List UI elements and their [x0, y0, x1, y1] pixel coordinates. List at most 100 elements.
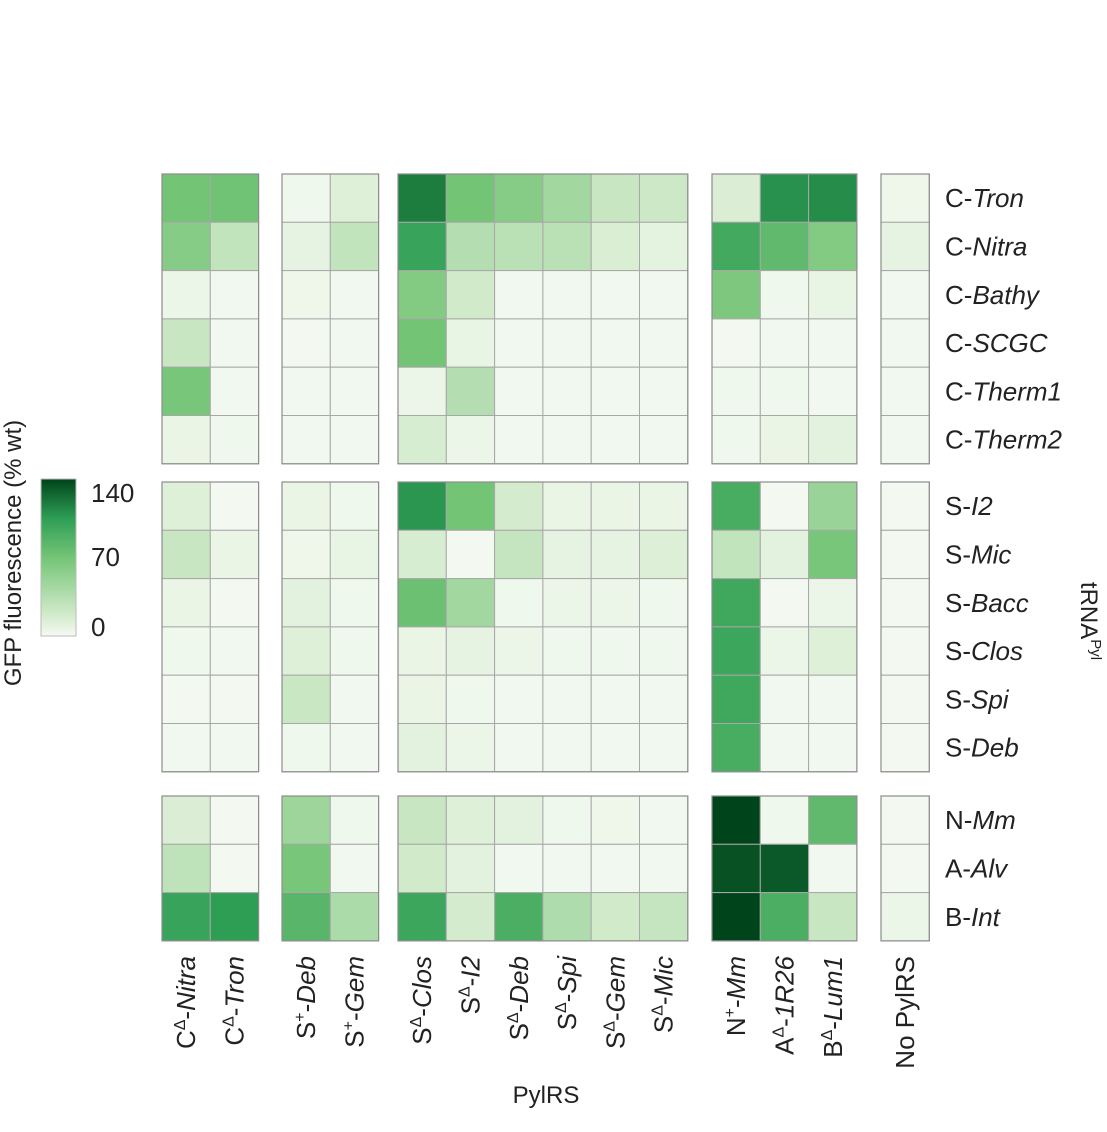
heatmap-cell: [542, 366, 592, 417]
row-label: C-Nitra: [945, 231, 1027, 261]
column-label-dash: -: [455, 978, 485, 987]
column-label-prefix: S: [455, 997, 485, 1014]
column-label-sup: +: [340, 1021, 357, 1030]
heatmap-cell: [590, 529, 641, 580]
heatmap-cell: [759, 843, 810, 894]
heatmap-cell: [639, 173, 689, 223]
heatmap-cell: [639, 529, 689, 580]
heatmap-cell: [329, 270, 380, 320]
heatmap-cell: [639, 892, 689, 942]
heatmap-cell: [590, 366, 641, 417]
row-label-name: Spi: [971, 684, 1010, 714]
heatmap-cell: [808, 415, 858, 465]
heatmap-block: [161, 795, 260, 942]
heatmap-cell: [880, 481, 930, 531]
heatmap-block: [880, 481, 930, 773]
heatmap-cell: [281, 270, 331, 320]
colorbar-tick-min: 0: [91, 612, 105, 642]
heatmap-cell: [329, 318, 380, 368]
heatmap-cell: [494, 173, 544, 223]
column-label-name: Nitra: [171, 956, 201, 1011]
heatmap-cell: [445, 173, 496, 223]
colorbar-tick-max: 140: [91, 478, 134, 508]
column-label-sup: Δ: [770, 1027, 787, 1038]
column-label-name: Tron: [219, 956, 249, 1008]
heatmap-cell: [639, 221, 689, 272]
heatmap-cell: [711, 366, 761, 417]
column-label-prefix: N: [721, 1017, 751, 1036]
row-label: B-Int: [945, 902, 1002, 932]
heatmap-cell: [590, 723, 641, 773]
row-label-name: Therm2: [972, 425, 1062, 455]
heatmap-cell: [542, 318, 592, 368]
column-label-name: Mm: [721, 956, 751, 999]
heatmap-cell: [542, 892, 592, 942]
column-label-name: 1R26: [769, 955, 799, 1018]
column-label: S+-Gem: [339, 956, 369, 1048]
row-label-prefix: C-: [945, 328, 972, 358]
heatmap-cell: [329, 626, 380, 676]
heatmap-cell: [397, 674, 447, 725]
row-label-prefix: N-: [945, 805, 972, 835]
heatmap-cell: [542, 843, 592, 894]
heatmap-cell: [397, 578, 447, 628]
heatmap-cell: [711, 415, 761, 465]
column-label-dash: -: [552, 994, 582, 1003]
heatmap-cell: [445, 674, 496, 725]
heatmap-block: [161, 173, 260, 465]
heatmap-cell: [445, 723, 496, 773]
heatmap-cell: [329, 173, 380, 223]
heatmap-block: [281, 795, 380, 942]
row-label-name: Clos: [971, 636, 1023, 666]
heatmap-cell: [542, 270, 592, 320]
heatmap-block: [397, 481, 689, 773]
column-label: N+-Mm: [721, 956, 751, 1036]
column-label: BΔ-Lum1: [818, 956, 848, 1058]
column-label-sup: Δ: [220, 1016, 237, 1027]
heatmap-cell: [590, 221, 641, 272]
heatmap-cell: [808, 221, 858, 272]
heatmap-cell: [161, 795, 211, 845]
heatmap-cell: [209, 415, 260, 465]
row-label-name: SCGC: [972, 328, 1047, 358]
row-label-name: Therm1: [972, 376, 1062, 406]
column-label-prefix: C: [219, 1027, 249, 1046]
heatmap-cell: [209, 723, 260, 773]
heatmap-cell: [329, 578, 380, 628]
column-label-dash: -: [504, 1004, 534, 1013]
heatmap-cell: [711, 892, 761, 942]
heatmap-cell: [209, 270, 260, 320]
row-label-prefix: S-: [945, 733, 971, 763]
heatmap-cell: [880, 529, 930, 580]
column-label-prefix: S: [649, 1016, 679, 1033]
heatmap-cell: [209, 626, 260, 676]
row-label: C-Therm1: [945, 376, 1062, 406]
heatmap-cell: [209, 366, 260, 417]
heatmap-cell: [209, 529, 260, 580]
column-label-dash: -: [291, 1004, 321, 1013]
column-label-prefix: A: [769, 1037, 799, 1055]
row-label-name: Deb: [971, 733, 1019, 763]
heatmap-cell: [880, 221, 930, 272]
column-label-dash: -: [407, 1008, 437, 1017]
row-label: S-I2: [945, 491, 993, 521]
heatmap-cell: [329, 723, 380, 773]
heatmap-cell: [329, 674, 380, 725]
column-label-dash: -: [721, 999, 751, 1008]
row-label: S-Clos: [945, 636, 1023, 666]
row-label-prefix: S-: [945, 491, 971, 521]
heatmap-cell: [494, 318, 544, 368]
column-label-prefix: S: [504, 1023, 534, 1040]
colorbar-tick-mid: 70: [91, 542, 120, 572]
heatmap-cell: [397, 173, 447, 223]
heatmap-cell: [542, 795, 592, 845]
heatmap-cell: [161, 173, 211, 223]
column-label-name: Gem: [600, 956, 630, 1012]
heatmap-cell: [711, 529, 761, 580]
heatmap-cell: [590, 626, 641, 676]
heatmap-cell: [880, 843, 930, 894]
heatmap-cell: [639, 578, 689, 628]
heatmap-cell: [281, 674, 331, 725]
row-label-name: Mic: [971, 539, 1011, 569]
